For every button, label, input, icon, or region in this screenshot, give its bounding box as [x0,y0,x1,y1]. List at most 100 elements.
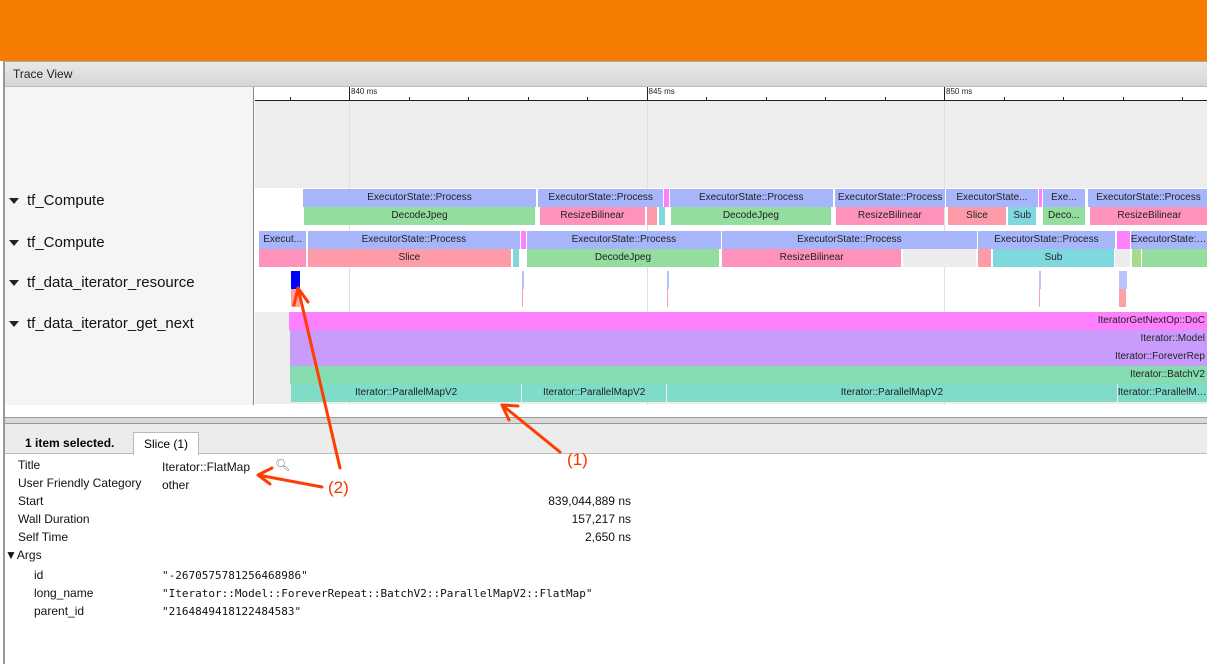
selected-slice[interactable] [291,271,301,289]
ruler-minor-tick [1182,97,1183,100]
trace-slice[interactable]: ExecutorState::Process [1130,231,1207,249]
trace-slice[interactable]: ExecutorState::Process [669,189,833,207]
trace-slice[interactable]: Exe... [1042,189,1085,207]
property-value: 2,650 ns [584,530,631,544]
trace-slice[interactable]: Iterator::ParallelMapV2 [522,384,667,402]
search-magnifier-icon[interactable]: 🔍︎ [275,458,291,472]
trace-slice[interactable]: Iterator::ForeverRep [290,348,1207,366]
trace-slice[interactable] [1142,249,1207,267]
trace-slice[interactable]: Iterator::ParallelMapV2 [666,384,1118,402]
collapse-triangle-icon[interactable] [9,197,19,204]
trace-slice[interactable]: Slice [307,249,511,267]
ruler-tick-label: 845 ms [648,87,675,96]
trace-slice[interactable] [291,289,301,307]
trace-slice[interactable]: Iterator::Model [290,330,1207,348]
trace-slice[interactable] [977,249,991,267]
args-toggle[interactable]: ▼Args [5,548,42,562]
track-label[interactable]: tf_data_iterator_get_next [9,315,194,332]
ruler-minor-tick [408,97,410,100]
ruler-major-tick [944,87,945,100]
ruler-minor-tick [884,97,886,100]
trace-slice[interactable] [1117,231,1131,249]
trace-slice[interactable]: Execut... [259,231,307,249]
trace-slice[interactable]: Slice [948,207,1006,225]
ruler-minor-tick [765,97,767,100]
trace-slice[interactable] [522,289,524,307]
property-label: Start [18,494,44,508]
trace-slice[interactable]: DecodeJpeg [303,207,536,225]
property-value: 157,217 ns [571,512,631,526]
analysis-panel: 1 item selected. Slice (1) Title Iterator… [5,424,1207,665]
trace-slice[interactable]: ResizeBilinear [1089,207,1207,225]
trace-slice[interactable]: ExecutorState... [945,189,1038,207]
trace-slice[interactable] [513,249,520,267]
trace-slice[interactable]: ResizeBilinear [722,249,902,267]
trace-slice[interactable] [902,249,977,267]
trace-slice[interactable]: ExecutorState::Process [526,231,721,249]
ruler-minor-tick [527,97,529,100]
trace-slice[interactable]: DecodeJpeg [670,207,831,225]
args-label: Args [16,548,42,562]
trace-slice[interactable]: ExecutorState::Process [538,189,664,207]
trace-slice[interactable] [1039,271,1041,289]
trace-slice[interactable] [1132,249,1141,267]
trace-slice[interactable] [666,289,668,307]
time-ruler: 840 ms 845 ms 850 ms [255,87,1207,101]
trace-slice[interactable]: ExecutorState::Process [1087,189,1207,207]
trace-slice[interactable] [259,249,307,267]
trace-slice[interactable]: IteratorGetNextOp::DoC [288,312,1207,330]
panel-resize-handle[interactable] [5,417,1207,424]
trace-slice[interactable]: ExecutorState::Process [303,189,536,207]
app-header-bar [0,0,1207,61]
track-label[interactable]: tf_Compute [9,192,105,209]
track-label[interactable]: tf_data_iterator_resource [9,274,195,291]
trace-slice[interactable] [1118,289,1127,307]
arg-value: "-2670575781256468986" [162,569,308,582]
ruler-tick-label: 840 ms [351,87,378,96]
annotation-label-2: (2) [328,478,349,497]
trace-slice[interactable] [658,207,665,225]
trace-slice[interactable]: ExecutorState::Process [307,231,520,249]
arg-key: id [34,568,44,582]
tab-slice[interactable]: Slice (1) [133,432,200,455]
trace-slice[interactable]: Iterator::BatchV2 [290,366,1207,384]
trace-slice[interactable]: ExecutorState::Process [835,189,946,207]
trace-slice[interactable]: Iterator::ParallelMapV2 [1117,384,1207,402]
arg-key: long_name [34,586,94,600]
trace-slice[interactable]: Deco... [1042,207,1085,225]
trace-slice[interactable]: Iterator::ParallelMapV2 [291,384,521,402]
trace-slice[interactable]: DecodeJpeg [526,249,720,267]
property-value: other [162,478,190,492]
trace-viewer: Trace View tf_Compute tf_Compute tf_data_i… [3,61,1207,665]
trace-slice[interactable] [647,207,658,225]
trace-slice[interactable]: ExecutorState::Process [977,231,1115,249]
ruler-minor-tick [706,97,707,100]
trace-view-title: Trace View [5,62,1207,87]
ruler-minor-tick [1063,97,1064,100]
trace-slice[interactable] [1039,189,1043,207]
collapse-triangle-icon[interactable] [9,279,19,286]
collapse-triangle-icon[interactable] [9,239,19,246]
trace-slice[interactable] [663,189,670,207]
analysis-tabs: 1 item selected. Slice (1) [5,424,1207,455]
timeline-panel[interactable]: 840 ms 845 ms 850 ms ExecutorState::Proces… [255,87,1207,405]
track-label[interactable]: tf_Compute [9,234,105,251]
trace-slice[interactable] [1118,271,1128,289]
trace-slice[interactable]: ExecutorState::Process [722,231,977,249]
ruler-minor-tick [468,97,469,100]
trace-slice[interactable] [1114,249,1131,267]
property-label: Self Time [18,530,69,544]
trace-slice[interactable]: Sub [992,249,1115,267]
collapse-triangle-icon[interactable] [9,320,19,327]
track-name: tf_data_iterator_resource [27,274,195,291]
trace-slice[interactable]: ResizeBilinear [539,207,645,225]
trace-slice[interactable] [1039,289,1041,307]
trace-slice[interactable] [666,271,669,289]
track-name: tf_Compute [27,192,105,209]
ruler-minor-tick [289,97,291,100]
property-value: 839,044,889 ns [548,494,631,508]
trace-slice[interactable] [522,271,524,289]
trace-slice[interactable] [520,231,526,249]
trace-slice[interactable]: ResizeBilinear [835,207,944,225]
trace-slice[interactable]: Sub [1008,207,1037,225]
